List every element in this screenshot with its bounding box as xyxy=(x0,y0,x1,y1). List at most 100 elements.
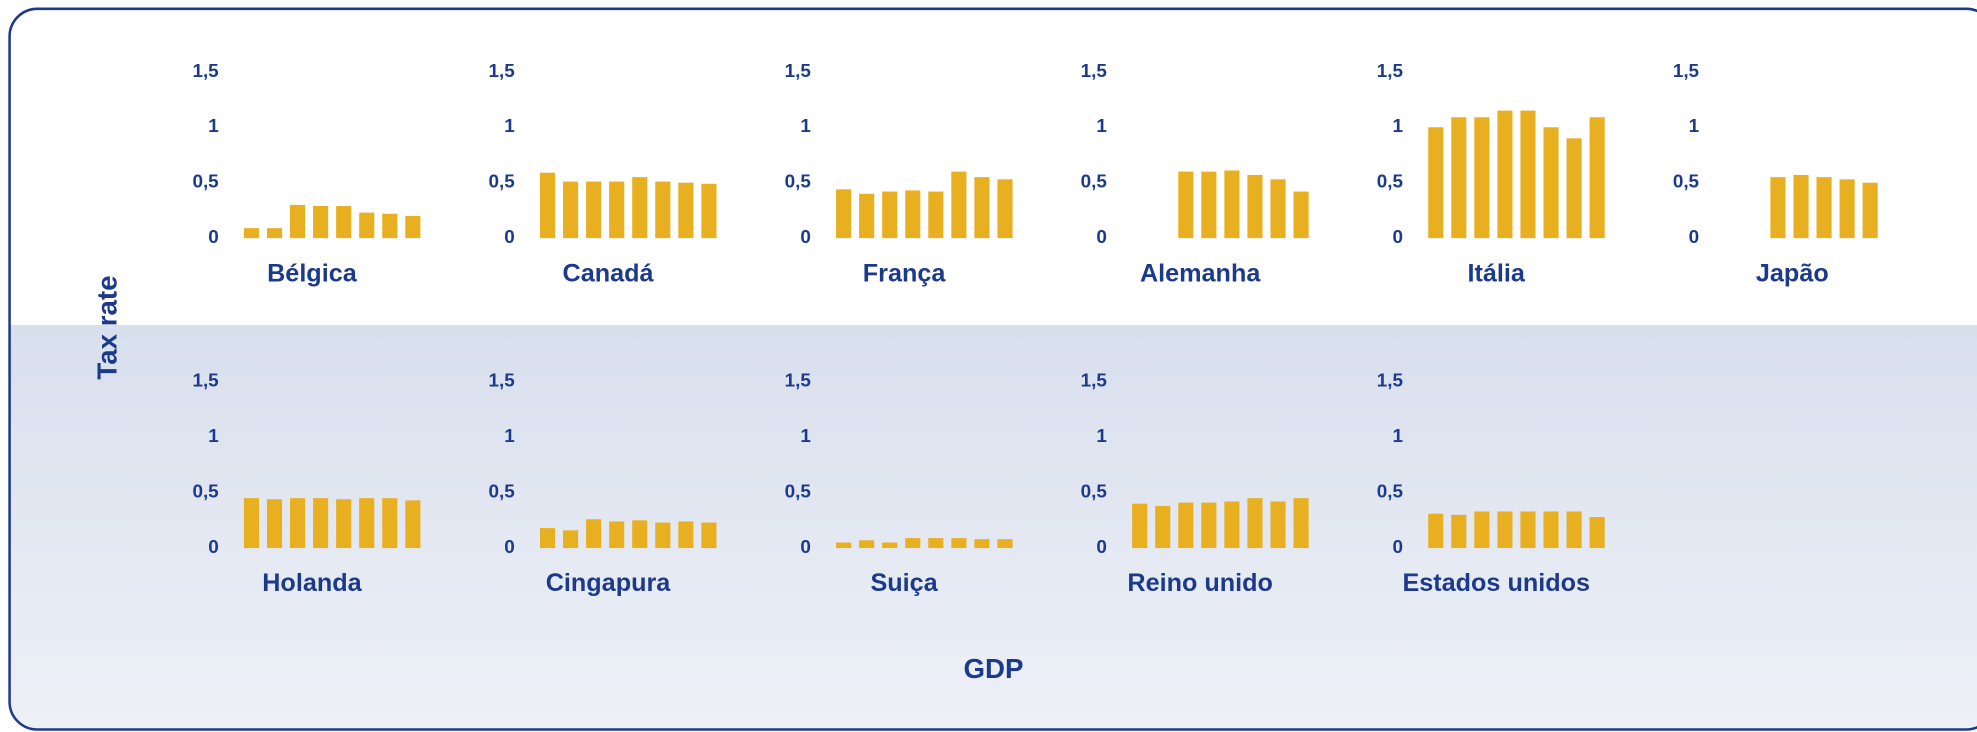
panel-title: Holanda xyxy=(262,569,362,597)
bar xyxy=(678,182,694,239)
y-tick-label: 1 xyxy=(1393,116,1403,137)
y-tick-label: 1,5 xyxy=(1377,371,1403,392)
bar xyxy=(655,522,671,549)
y-tick-label: 0,5 xyxy=(1081,482,1107,503)
y-tick-label: 0,5 xyxy=(489,172,515,193)
x-axis-label: GDP xyxy=(964,653,1024,684)
bar xyxy=(1566,511,1582,549)
bar xyxy=(882,542,898,549)
bar xyxy=(951,171,967,239)
bar xyxy=(1451,117,1467,239)
bar xyxy=(1224,501,1240,549)
y-tick-label: 1 xyxy=(208,426,219,447)
y-tick-label: 0,5 xyxy=(785,482,811,503)
bar xyxy=(836,189,852,239)
y-tick-label: 1 xyxy=(504,426,515,447)
bar xyxy=(336,499,352,549)
panel-title: Reino unido xyxy=(1127,569,1273,597)
bar xyxy=(1270,179,1286,239)
bar xyxy=(1543,511,1559,549)
bar xyxy=(678,521,694,549)
bar xyxy=(859,193,875,239)
bar xyxy=(1862,182,1878,239)
y-tick-label: 0,5 xyxy=(1673,172,1699,193)
y-tick-label: 1,5 xyxy=(1081,371,1107,392)
y-tick-label: 1 xyxy=(1393,426,1403,447)
frame xyxy=(8,7,1977,731)
bar xyxy=(539,528,556,549)
bar xyxy=(1428,127,1444,239)
y-tick-label: 0,5 xyxy=(489,482,515,503)
bar xyxy=(405,215,421,239)
bar xyxy=(290,498,306,549)
y-tick-label: 1,5 xyxy=(489,371,515,392)
y-tick-label: 0,5 xyxy=(785,172,811,193)
y-tick-label: 1 xyxy=(1689,116,1700,137)
bar xyxy=(1451,514,1467,549)
bar xyxy=(1132,503,1148,549)
y-tick-label: 0 xyxy=(1393,537,1403,558)
bar xyxy=(1497,511,1513,549)
bar xyxy=(243,228,260,239)
y-tick-label: 1 xyxy=(1096,426,1107,447)
y-tick-label: 0 xyxy=(1393,227,1403,248)
y-tick-label: 0,5 xyxy=(1377,172,1403,193)
bar xyxy=(563,530,579,549)
bar xyxy=(997,179,1013,239)
bar xyxy=(1474,117,1490,239)
bar xyxy=(701,522,717,549)
y-tick-label: 0,5 xyxy=(192,172,218,193)
bar xyxy=(882,191,898,239)
bar xyxy=(382,498,398,549)
y-tick-label: 1 xyxy=(800,116,811,137)
bar xyxy=(609,181,625,239)
panel-title: Suiça xyxy=(870,569,938,597)
y-tick-label: 0,5 xyxy=(1377,482,1403,503)
bar xyxy=(974,177,990,239)
bar xyxy=(1247,174,1263,239)
bar xyxy=(539,172,556,239)
y-tick-label: 1,5 xyxy=(785,371,811,392)
y-tick-label: 0 xyxy=(208,537,219,558)
panel-title: Itália xyxy=(1468,259,1526,287)
panel-title: França xyxy=(863,259,947,287)
y-tick-label: 1,5 xyxy=(1377,61,1403,82)
bar xyxy=(928,191,944,239)
bar xyxy=(928,538,944,549)
bar xyxy=(905,538,921,549)
bar xyxy=(1497,110,1513,239)
y-tick-label: 1,5 xyxy=(1673,61,1699,82)
y-tick-label: 1,5 xyxy=(785,61,811,82)
panel-title: Cingapura xyxy=(546,569,672,597)
y-tick-label: 1 xyxy=(208,116,219,137)
bar xyxy=(405,500,421,549)
bar xyxy=(1816,177,1832,239)
y-tick-label: 0 xyxy=(504,227,515,248)
y-axis-label: Tax rate xyxy=(92,275,123,379)
bar xyxy=(243,498,260,549)
bar xyxy=(359,498,375,549)
bar xyxy=(951,538,967,549)
bar xyxy=(1178,171,1194,239)
bar xyxy=(905,190,921,239)
y-tick-label: 0,5 xyxy=(1081,172,1107,193)
bar xyxy=(1839,179,1855,239)
bar xyxy=(1520,110,1536,239)
y-tick-label: 0 xyxy=(1096,537,1107,558)
bar xyxy=(1793,174,1809,239)
y-tick-label: 0 xyxy=(800,227,811,248)
y-tick-label: 1,5 xyxy=(489,61,515,82)
bar xyxy=(563,181,579,239)
y-tick-label: 0 xyxy=(208,227,219,248)
bar xyxy=(359,212,375,239)
y-tick-label: 0 xyxy=(1689,227,1700,248)
bar xyxy=(1770,177,1786,239)
y-tick-label: 1 xyxy=(504,116,515,137)
bar xyxy=(609,521,625,549)
bar xyxy=(1201,502,1217,549)
bar xyxy=(266,228,283,239)
bar xyxy=(290,204,306,239)
